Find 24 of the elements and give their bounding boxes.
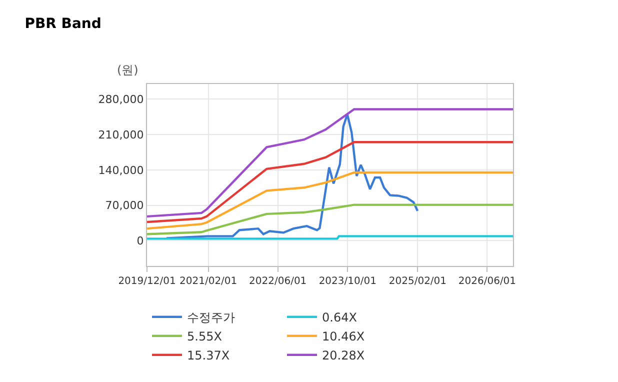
y-tick-label: 280,000 (98, 93, 144, 106)
legend-label: 20.28X (322, 348, 365, 363)
legend-label: 5.55X (187, 330, 222, 344)
line-series (147, 141, 513, 224)
line-series (165, 113, 419, 240)
x-tick-label: 2019/12/01 (118, 276, 176, 287)
line-series (147, 108, 513, 218)
y-tick-label: 210,000 (98, 128, 144, 142)
x-tick-label: 2021/02/01 (180, 276, 238, 287)
legend-label: 수정주가 (187, 310, 235, 325)
chart-title: PBR Band (24, 16, 102, 32)
x-tick-label: 2025/02/01 (388, 276, 447, 287)
legend-label: 10.46X (322, 330, 365, 344)
x-tick-label: 2022/06/01 (249, 276, 307, 287)
line-series (147, 204, 513, 236)
x-tick-label: 2023/10/01 (318, 276, 376, 287)
y-tick-label: 140,000 (98, 164, 144, 177)
y-tick-label: 0 (136, 234, 144, 248)
y-tick-label: 70,000 (105, 199, 144, 212)
y-axis-title: (원) (117, 63, 138, 77)
legend-label: 15.37X (187, 348, 230, 363)
line-series (147, 171, 513, 230)
legend-label: 0.64X (322, 310, 357, 325)
x-tick-label: 2026/06/01 (458, 276, 516, 287)
